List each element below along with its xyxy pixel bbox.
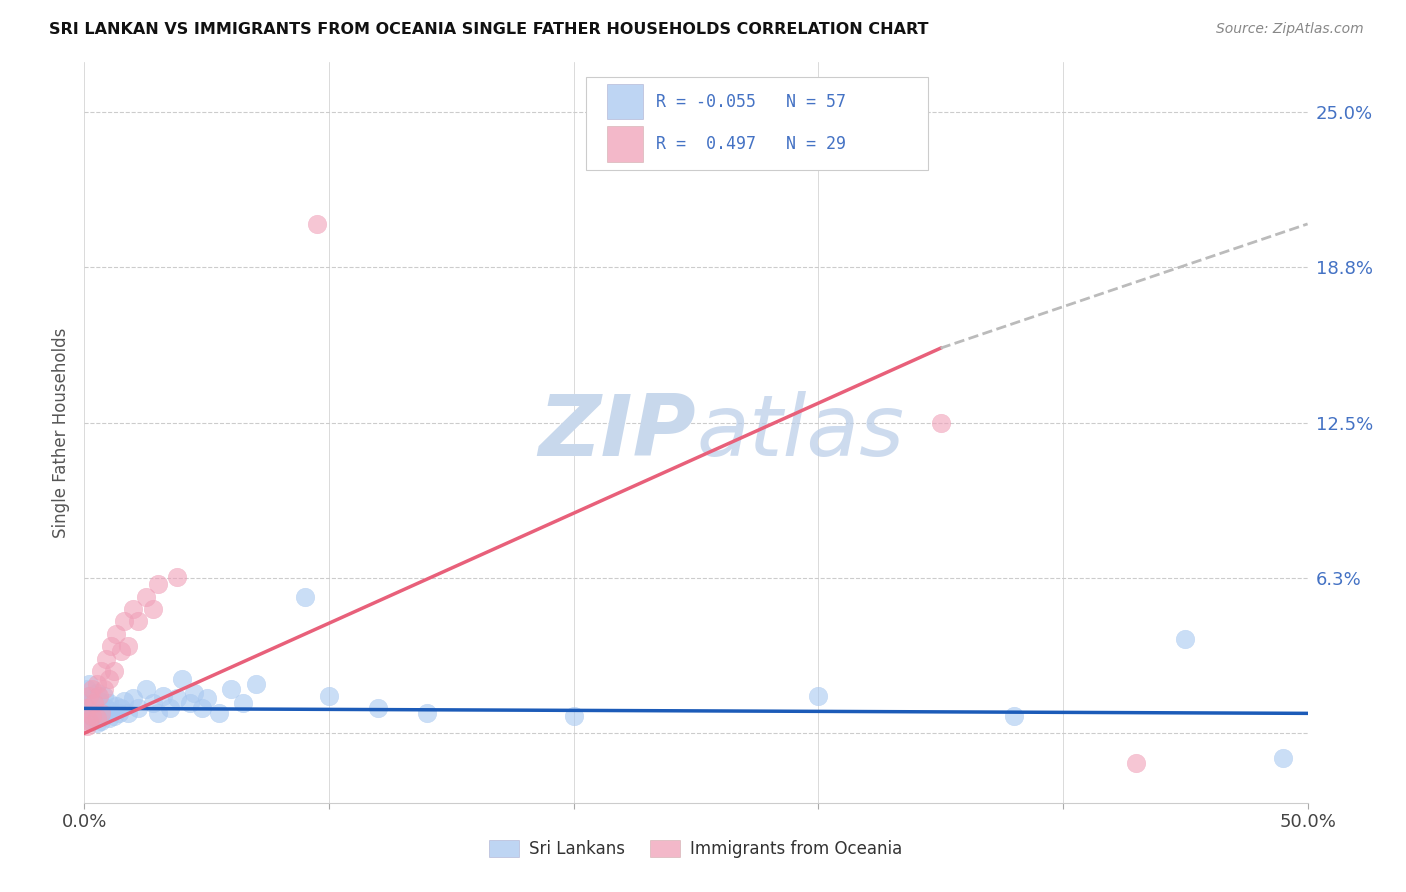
Point (76, 697, 98, 711)
Text: SRI LANKAN VS IMMIGRANTS FROM OCEANIA SINGLE FATHER HOUSEHOLDS CORRELATION CHART: SRI LANKAN VS IMMIGRANTS FROM OCEANIA SI… (49, 22, 929, 37)
Point (172, 672, 194, 686)
Point (103, 664, 125, 678)
Point (142, 602, 165, 616)
Point (90, 706, 112, 721)
Point (562, 709, 585, 723)
Point (152, 689, 174, 703)
Point (87, 689, 110, 703)
Point (112, 615, 135, 629)
Point (96, 701, 118, 715)
Point (208, 706, 231, 721)
Point (103, 709, 125, 723)
Point (77, 714, 100, 728)
Point (1002, 709, 1025, 723)
Point (77, 701, 100, 715)
Point (166, 570, 188, 584)
Point (159, 701, 181, 715)
Point (135, 681, 157, 696)
Point (90, 701, 112, 715)
Point (318, 689, 340, 703)
Text: ZIP: ZIP (538, 391, 696, 475)
Point (77, 676, 100, 690)
Point (97, 697, 120, 711)
Point (294, 590, 316, 604)
Point (93, 681, 115, 696)
Point (97, 672, 120, 686)
Point (93, 689, 115, 703)
Point (90, 664, 112, 678)
FancyBboxPatch shape (586, 78, 928, 169)
Point (105, 627, 128, 641)
Point (146, 706, 169, 721)
Point (929, 416, 952, 430)
Point (195, 691, 218, 706)
Point (191, 701, 214, 715)
Text: Source: ZipAtlas.com: Source: ZipAtlas.com (1216, 22, 1364, 37)
Point (77, 689, 100, 703)
Point (86, 711, 108, 725)
Point (117, 706, 139, 721)
Point (367, 701, 389, 715)
FancyBboxPatch shape (606, 126, 644, 161)
Point (83, 711, 105, 725)
Point (135, 590, 157, 604)
Point (86, 701, 108, 715)
Point (86, 716, 108, 731)
Point (127, 701, 149, 715)
Text: R =  0.497   N = 29: R = 0.497 N = 29 (655, 135, 845, 153)
Point (83, 697, 105, 711)
Point (105, 698, 128, 713)
Point (166, 691, 188, 706)
Point (416, 706, 439, 721)
Point (76, 701, 98, 715)
Point (100, 640, 122, 654)
Point (77, 689, 100, 703)
Point (86, 686, 108, 700)
Point (110, 701, 132, 715)
Point (807, 689, 830, 703)
FancyBboxPatch shape (606, 84, 644, 120)
Point (76, 681, 98, 696)
Point (86, 676, 108, 690)
Point (107, 706, 129, 721)
Point (142, 697, 165, 711)
Point (76, 719, 98, 733)
Point (83, 691, 105, 706)
Point (93, 706, 115, 721)
Point (80, 697, 103, 711)
Point (122, 691, 145, 706)
Point (232, 697, 254, 711)
Point (87, 709, 110, 723)
Point (1174, 632, 1197, 646)
Point (305, 217, 328, 231)
Point (90, 714, 112, 728)
Text: R = -0.055   N = 57: R = -0.055 N = 57 (655, 93, 845, 111)
Point (80, 714, 103, 728)
Point (97, 711, 120, 725)
Text: atlas: atlas (696, 391, 904, 475)
Point (112, 694, 135, 708)
Point (179, 697, 201, 711)
Point (219, 681, 242, 696)
Point (76, 706, 98, 721)
Point (110, 644, 132, 658)
Point (77, 714, 100, 728)
Y-axis label: Single Father Households: Single Father Households (52, 327, 70, 538)
Point (146, 577, 169, 591)
Point (117, 640, 139, 654)
Point (122, 602, 145, 616)
Point (183, 686, 205, 700)
Point (100, 704, 122, 718)
Legend: Sri Lankans, Immigrants from Oceania: Sri Lankans, Immigrants from Oceania (482, 833, 910, 865)
Point (80, 681, 103, 696)
Point (127, 615, 149, 629)
Point (1272, 751, 1295, 765)
Point (1125, 756, 1147, 770)
Point (87, 694, 110, 708)
Point (245, 676, 267, 690)
Point (80, 706, 103, 721)
Point (96, 651, 118, 665)
Point (80, 709, 103, 723)
